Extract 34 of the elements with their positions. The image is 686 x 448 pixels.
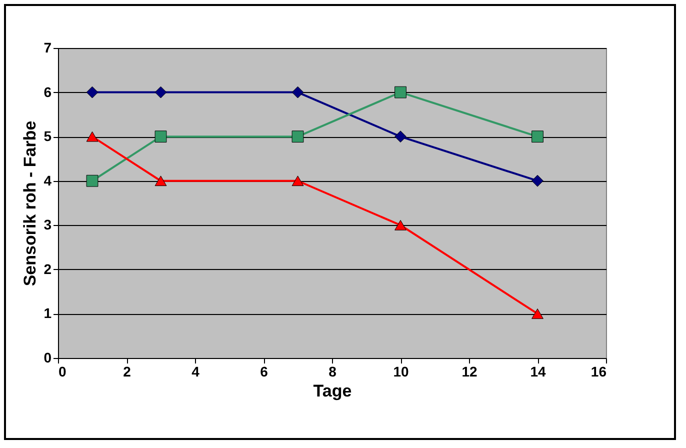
- y-tick-label: 6: [44, 84, 52, 100]
- x-tick-label: 0: [58, 364, 66, 380]
- y-tick-label: 1: [44, 305, 52, 322]
- point: [394, 220, 406, 230]
- y-tick-label: 4: [44, 172, 52, 188]
- point: [292, 130, 304, 143]
- y-axis-title: Sensorik roh - Farbe: [20, 120, 40, 286]
- x-tick-label: 6: [260, 364, 268, 380]
- y-tick-label: 7: [44, 40, 52, 56]
- x-tick-label: 10: [393, 364, 409, 380]
- point: [532, 174, 544, 187]
- x-tick-label: 16: [590, 364, 607, 380]
- point: [86, 174, 98, 187]
- point: [394, 86, 406, 98]
- point: [394, 130, 406, 143]
- y-tick-label: 2: [44, 260, 52, 277]
- x-tick-label: 12: [462, 364, 478, 380]
- point: [292, 176, 304, 186]
- point: [86, 86, 98, 98]
- y-tick-label: 3: [44, 216, 52, 233]
- x-tick-label: 8: [328, 364, 337, 380]
- point: [532, 130, 544, 143]
- point: [154, 86, 167, 98]
- point: [532, 308, 544, 319]
- x-tick-label: 2: [123, 364, 132, 380]
- x-tick-label: 14: [530, 364, 546, 380]
- x-axis-title: Tage: [313, 382, 352, 400]
- x-tick-label: 4: [192, 364, 200, 380]
- point: [154, 176, 167, 186]
- y-tick-label: 0: [44, 350, 52, 366]
- point: [86, 131, 98, 142]
- point: [292, 86, 304, 98]
- point: [154, 130, 167, 143]
- y-tick-label: 5: [44, 128, 52, 144]
